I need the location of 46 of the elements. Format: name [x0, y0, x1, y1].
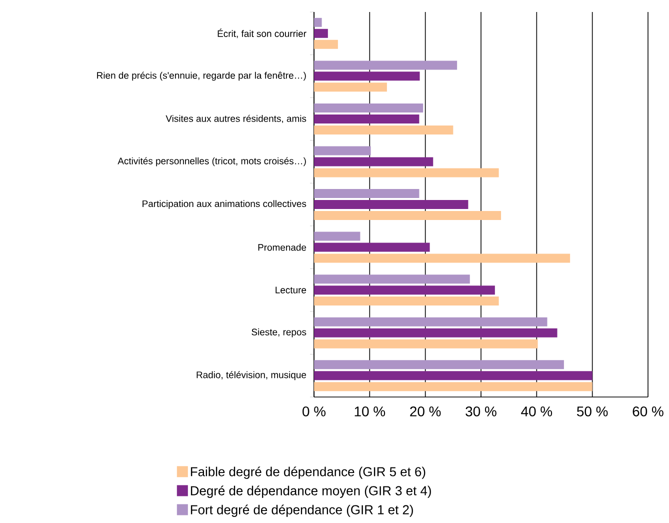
- y-tick-label: Lecture: [276, 286, 306, 294]
- bar: [314, 211, 502, 220]
- bar: [314, 72, 420, 81]
- bar: [314, 371, 592, 380]
- bar: [314, 157, 434, 166]
- x-tick-label: 60 %: [632, 406, 664, 416]
- bar: [314, 382, 592, 392]
- bar: [314, 242, 430, 252]
- y-tick-label: Participation aux animations collectives: [142, 200, 306, 209]
- y-tick-label: Sieste, repos: [252, 328, 306, 338]
- bar: [314, 328, 558, 338]
- bar: [314, 339, 538, 348]
- y-tick-label: Activités personnelles (tricot, mots croisés…): [118, 157, 306, 166]
- legend-label: Faible degré de dépendance (GIR 5 et 6): [190, 466, 426, 479]
- bar: [314, 114, 420, 124]
- bar: [314, 60, 458, 70]
- x-tick-label: 20 %: [410, 406, 441, 416]
- y-tick-label: Visites aux autres résidents, amis: [166, 114, 306, 124]
- x-tick-label: 10 %: [354, 406, 386, 416]
- y-tick-label: Radio, télévision, musique: [196, 371, 306, 380]
- x-tick-label: 0 %: [302, 406, 326, 416]
- bar: [314, 274, 470, 284]
- x-tick-label: 40 %: [521, 406, 552, 416]
- bar: [314, 82, 387, 92]
- legend-label: Degré de dépendance moyen (GIR 3 et 4): [190, 486, 431, 498]
- bar: [314, 28, 328, 38]
- bar: [314, 317, 548, 326]
- legend-label: Fort degré de dépendance (GIR 1 et 2): [190, 504, 413, 517]
- bar: [314, 146, 371, 156]
- bar: [314, 360, 564, 370]
- x-tick-label: 50 %: [577, 406, 608, 416]
- bar: [314, 232, 360, 241]
- bar: [314, 189, 420, 198]
- bar: [314, 40, 338, 49]
- bar: [314, 168, 499, 178]
- bar: [314, 125, 454, 134]
- x-tick-label: 30 %: [466, 406, 496, 416]
- y-tick-label: Promenade: [258, 244, 306, 251]
- bar: [314, 296, 499, 306]
- bar: [314, 200, 468, 210]
- y-tick-label: Écrit, fait son courrier: [218, 28, 306, 38]
- y-tick-label: Rien de précis (s'ennuie, regarde par la fenêtre…): [97, 72, 306, 81]
- bar: [314, 286, 495, 295]
- bar: [314, 103, 424, 112]
- bar: [314, 254, 570, 263]
- bar: [314, 18, 322, 27]
